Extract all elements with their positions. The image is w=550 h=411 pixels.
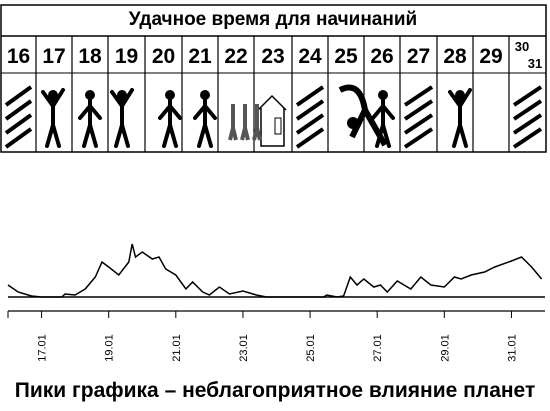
house-icon xyxy=(274,117,282,135)
figure-icon xyxy=(48,90,58,100)
day-number: 26 xyxy=(370,45,393,68)
family-icon xyxy=(240,104,250,141)
figure-icon xyxy=(41,88,65,148)
hatch-icon xyxy=(295,127,325,149)
day-number: 20 xyxy=(152,45,175,68)
hatch-icon xyxy=(403,85,434,107)
day-number: 17 xyxy=(42,45,65,68)
hatch-icon xyxy=(512,113,543,135)
hatch-icon xyxy=(295,113,325,135)
family-icon xyxy=(252,104,262,141)
hatch-icon xyxy=(295,99,325,121)
hatch-icon xyxy=(4,99,33,121)
figure-icon xyxy=(158,98,182,148)
hatch-icon xyxy=(512,99,543,121)
day-number: 19 xyxy=(115,45,138,68)
x-tick-label: 19.01 xyxy=(104,334,116,362)
hatch-icon xyxy=(403,99,434,121)
x-tick-label: 25.01 xyxy=(305,334,317,362)
x-tick-label: 27.01 xyxy=(372,334,384,362)
hatch-icon xyxy=(4,85,33,107)
hatch-icon xyxy=(512,85,543,107)
day-number: 25 xyxy=(334,45,358,68)
hatch-icon xyxy=(512,127,543,149)
figure-icon xyxy=(110,88,134,148)
x-tick-label: 23.01 xyxy=(238,334,250,362)
day-number: 21 xyxy=(188,45,212,68)
figure-icon xyxy=(78,98,102,148)
figure-icon xyxy=(85,90,95,100)
hatch-icon xyxy=(403,127,434,149)
day-number: 22 xyxy=(224,45,247,68)
hatch-icon xyxy=(295,85,325,107)
figure-icon xyxy=(455,90,465,100)
figure-icon xyxy=(378,90,388,100)
hatch-icon xyxy=(4,127,33,149)
figure-icon xyxy=(347,117,359,129)
day-number: 18 xyxy=(78,45,102,68)
caption: Пики графика – неблагоприятное влияние п… xyxy=(15,379,536,402)
figure-icon xyxy=(193,98,217,148)
hatch-icon xyxy=(4,113,33,135)
figure-icon xyxy=(338,84,388,147)
x-tick-label: 17.01 xyxy=(37,334,49,362)
day-number: 16 xyxy=(7,45,30,68)
data-line xyxy=(7,243,543,298)
hatch-icon xyxy=(403,113,434,135)
day-number: 29 xyxy=(479,45,502,68)
x-tick-label: 21.01 xyxy=(171,334,183,362)
day-number: 27 xyxy=(407,45,430,68)
figure-icon xyxy=(165,90,175,100)
day-number: 30 xyxy=(515,39,529,54)
day-number: 23 xyxy=(261,45,284,68)
table-frame xyxy=(0,4,547,153)
x-tick-label: 29.01 xyxy=(439,334,451,362)
figure-icon xyxy=(200,90,210,100)
x-tick-label: 31.01 xyxy=(506,334,518,362)
day-number: 31 xyxy=(528,56,542,71)
figure-icon xyxy=(448,88,472,148)
day-number: 28 xyxy=(443,45,467,68)
house-icon xyxy=(257,94,287,147)
day-number: 24 xyxy=(298,45,322,68)
family-icon xyxy=(228,104,238,141)
table-title: Удачное время для начинаний xyxy=(129,9,417,30)
figure-icon xyxy=(117,90,127,100)
